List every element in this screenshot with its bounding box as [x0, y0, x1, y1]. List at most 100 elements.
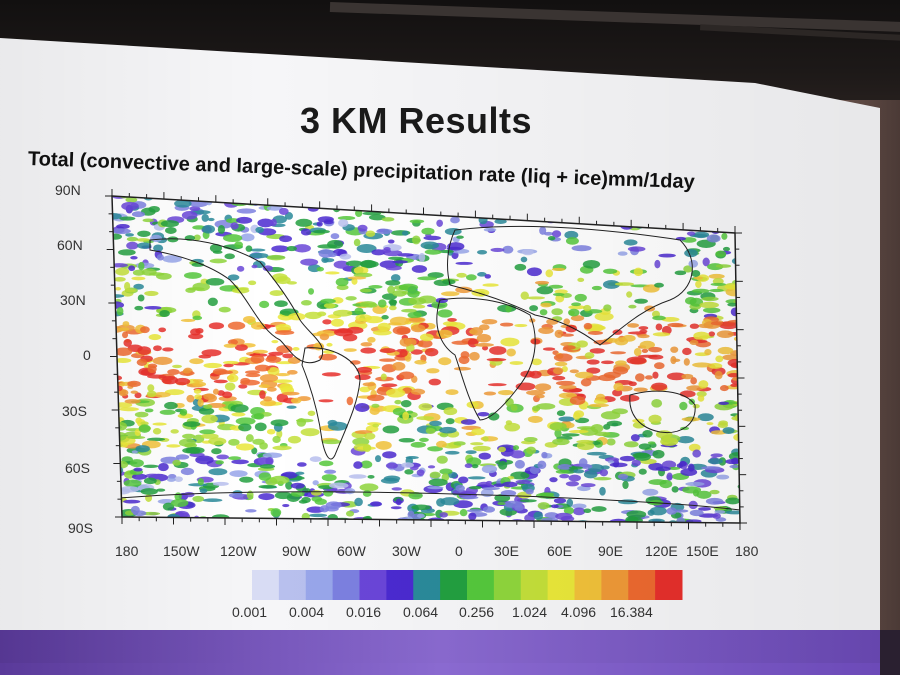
precip-blob — [456, 235, 464, 239]
precip-blob — [222, 234, 243, 243]
colorbar-swatch — [655, 570, 683, 600]
precip-blob — [170, 429, 179, 434]
precip-blob — [435, 297, 448, 304]
precip-blob — [286, 281, 298, 285]
precip-blob — [339, 253, 352, 260]
precip-blob — [390, 274, 401, 282]
precip-blob — [129, 459, 144, 468]
precip-blob — [335, 277, 349, 287]
precip-blob — [617, 473, 629, 480]
precip-blob — [675, 222, 695, 227]
precip-blob — [152, 392, 171, 398]
precip-blob — [722, 427, 735, 434]
precip-blob — [456, 272, 467, 278]
precip-blob — [542, 347, 556, 351]
precip-blob — [549, 422, 567, 431]
precip-blob — [244, 370, 260, 375]
precip-blob — [691, 288, 710, 294]
precip-blob — [208, 322, 225, 330]
precip-blob — [637, 334, 650, 339]
precip-blob — [228, 492, 244, 498]
precip-blob — [718, 420, 729, 426]
precip-blob — [708, 331, 716, 337]
precip-blob — [524, 513, 536, 523]
precip-blob — [255, 226, 265, 234]
precip-blob — [162, 255, 182, 263]
precip-blob — [554, 361, 568, 367]
precip-blob — [295, 418, 314, 423]
precip-blob — [708, 273, 725, 279]
precip-blob — [270, 508, 282, 517]
precip-blob — [144, 290, 159, 296]
precip-blob — [601, 360, 614, 365]
precip-blob — [138, 424, 151, 433]
precip-blob — [709, 288, 724, 293]
precip-blob — [186, 394, 195, 403]
precip-blob — [443, 205, 452, 215]
precip-blob — [655, 323, 663, 331]
precip-blob — [710, 453, 723, 458]
precip-blob — [322, 319, 332, 325]
precip-blob — [658, 196, 674, 204]
precip-blob — [593, 476, 612, 481]
precip-blob — [554, 429, 562, 438]
precip-blob — [438, 249, 454, 254]
precip-blob — [689, 339, 699, 345]
precip-blob — [434, 202, 442, 212]
precip-blob — [392, 407, 406, 416]
precip-blob — [654, 282, 664, 288]
precip-blob — [332, 196, 340, 199]
precip-blob — [282, 353, 294, 359]
lat-label-90n: 90N — [55, 182, 81, 198]
precip-blob — [682, 486, 702, 494]
precip-blob — [274, 491, 292, 500]
precip-blob — [483, 391, 497, 396]
precip-blob — [541, 198, 551, 207]
precip-blob — [189, 206, 201, 212]
precip-blob — [318, 399, 334, 403]
precip-blob — [445, 418, 455, 425]
precip-blob — [594, 431, 611, 437]
precip-blob — [282, 196, 292, 200]
precip-blob — [692, 449, 702, 458]
precip-blob — [388, 256, 404, 261]
precip-blob — [697, 395, 705, 402]
colorbar-label: 4.096 — [561, 604, 597, 620]
precip-blob — [667, 322, 684, 328]
precip-blob — [651, 399, 663, 408]
precip-blob — [300, 228, 312, 236]
precip-blob — [114, 358, 132, 364]
precip-blob — [676, 435, 695, 444]
precip-blob — [180, 318, 196, 322]
precip-blob — [249, 248, 266, 252]
precip-blob — [239, 476, 254, 483]
precip-blob — [704, 348, 712, 356]
precip-blob — [490, 247, 505, 252]
eurasia-outline — [447, 225, 693, 346]
precip-blob — [174, 199, 192, 208]
precip-blob — [571, 302, 582, 307]
precip-blob — [683, 265, 693, 273]
precip-blob — [328, 482, 349, 489]
precip-blob — [324, 469, 337, 474]
precip-blob — [270, 419, 289, 427]
precip-blob — [424, 249, 442, 255]
precip-blob — [465, 274, 477, 281]
precip-blob — [113, 276, 126, 282]
precip-blob — [428, 206, 439, 215]
precip-blob — [716, 474, 730, 480]
precip-blob — [159, 309, 170, 318]
precip-blob — [613, 382, 624, 392]
precip-blob — [678, 209, 688, 216]
colorbar-label: 1.024 — [512, 604, 548, 620]
precip-blob — [522, 203, 535, 212]
precip-blob — [523, 437, 538, 442]
precip-blob — [512, 196, 522, 205]
precip-blob — [536, 204, 554, 214]
precip-blob — [626, 510, 647, 519]
precip-blob — [638, 326, 649, 330]
precip-blob — [327, 513, 338, 522]
precip-blob — [554, 289, 568, 294]
precip-blob — [671, 486, 679, 493]
precip-blob — [383, 475, 401, 482]
